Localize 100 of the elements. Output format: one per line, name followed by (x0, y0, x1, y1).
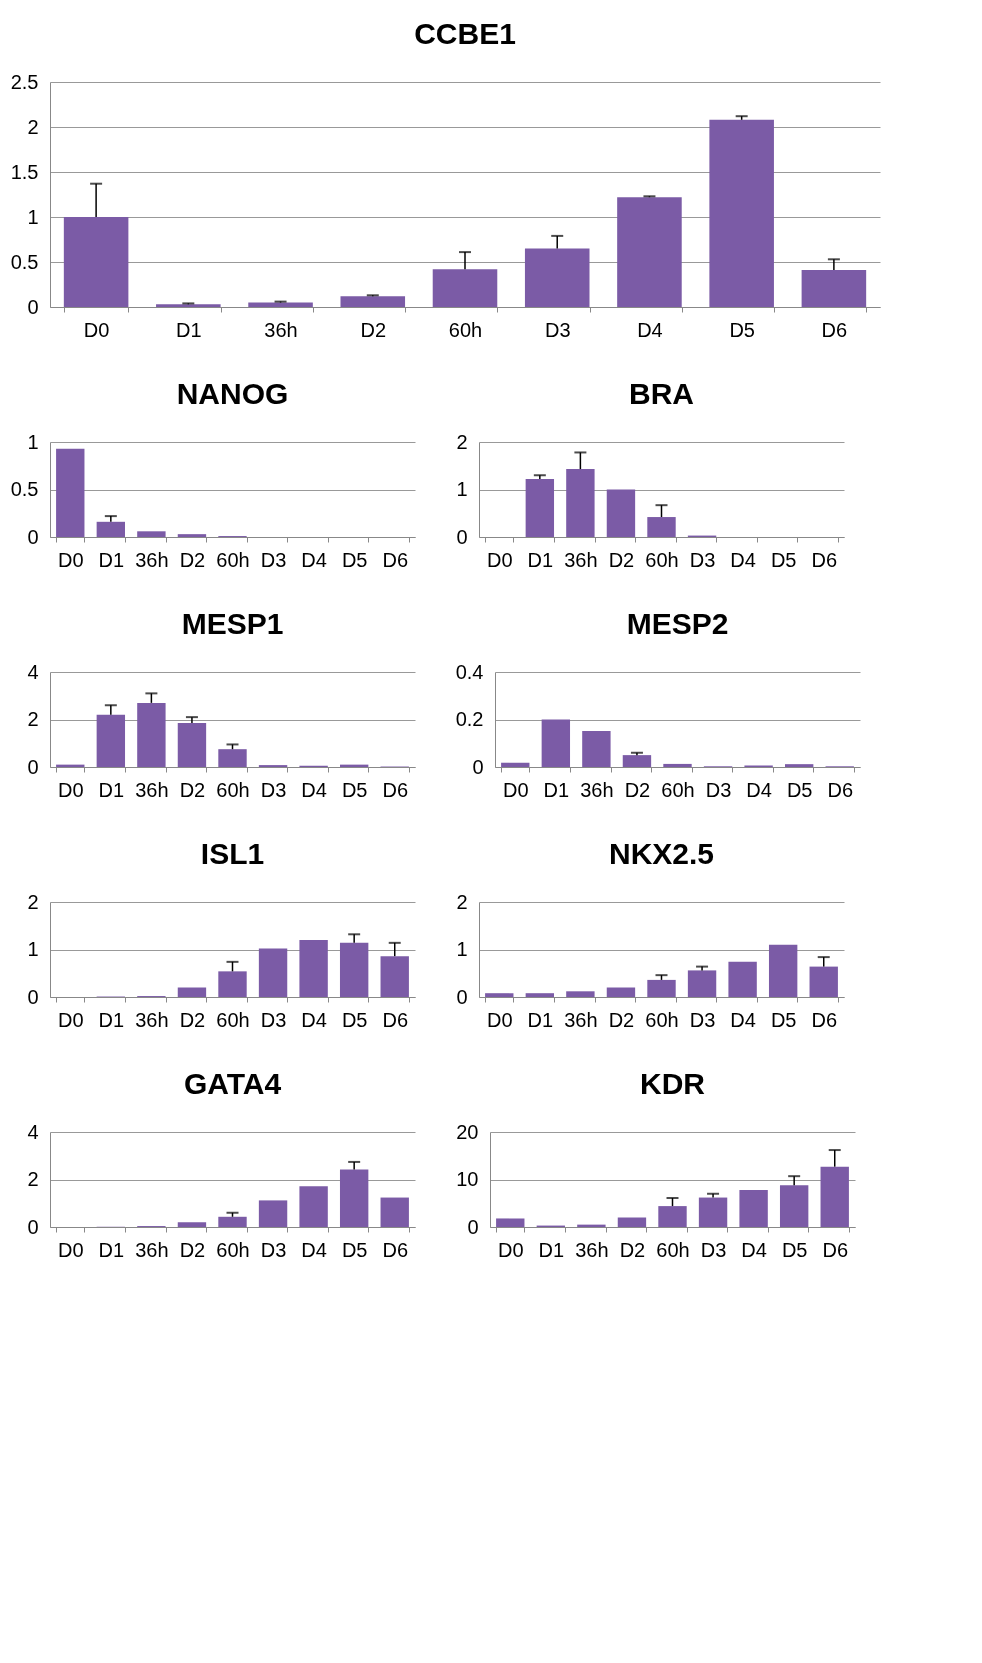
x-tick-label: D6 (822, 1238, 849, 1261)
x-tick-label: D6 (811, 548, 838, 571)
y-tick-label: 2 (27, 115, 39, 138)
y-tick-label: 2 (456, 890, 468, 913)
y-tick-label: 0.2 (455, 708, 484, 730)
y-tick-label: 0 (27, 1215, 39, 1238)
x-tick-label: D2 (179, 548, 206, 571)
x-tick-label: D4 (301, 548, 327, 571)
y-tick-label: 1 (27, 938, 39, 960)
x-tick-label: 36h (135, 778, 169, 801)
bar (218, 1216, 247, 1227)
bar (177, 1222, 207, 1227)
bar (779, 1185, 809, 1227)
x-tick-label: D2 (608, 548, 635, 571)
x-tick-label: D0 (57, 548, 84, 571)
bar (687, 970, 717, 997)
x-tick-label: D3 (260, 548, 287, 571)
bar (485, 993, 514, 997)
bar (566, 469, 595, 537)
bar (258, 948, 288, 997)
x-tick-label: D5 (341, 548, 368, 571)
x-tick-label: D4 (741, 1238, 767, 1261)
y-tick-label: 1 (27, 205, 39, 228)
chart-title: NKX2.5 (608, 837, 715, 870)
x-tick-label: D5 (341, 778, 368, 801)
x-tick-label: D0 (486, 548, 513, 571)
bar (525, 993, 555, 997)
bar (606, 987, 636, 997)
x-tick-label: 60h (645, 1008, 679, 1031)
x-tick-label: D0 (57, 1238, 84, 1261)
bar (96, 521, 126, 537)
x-tick-label: 36h (264, 318, 298, 341)
y-tick-label: 0.5 (10, 478, 39, 500)
x-tick-label: D1 (98, 548, 125, 571)
y-tick-label: 0 (467, 1215, 479, 1238)
x-tick-label: D3 (700, 1238, 727, 1261)
bar (820, 1166, 849, 1227)
x-tick-label: D5 (341, 1238, 368, 1261)
chart-title: KDR (640, 1067, 706, 1100)
bar (339, 1169, 369, 1227)
bar (380, 956, 409, 997)
x-tick-label: D2 (179, 778, 206, 801)
x-tick-label: D3 (260, 1238, 287, 1261)
x-tick-label: D4 (746, 778, 772, 801)
bar (709, 119, 774, 307)
x-tick-label: D2 (608, 1008, 635, 1031)
x-tick-label: 36h (135, 1008, 169, 1031)
bar (56, 448, 85, 537)
y-tick-label: 0 (456, 985, 468, 1008)
y-tick-label: 0 (27, 985, 39, 1008)
bar (566, 991, 595, 997)
bar (698, 1197, 728, 1227)
y-tick-label: 4 (27, 660, 39, 683)
x-tick-label: D4 (301, 1008, 327, 1031)
bar (647, 979, 676, 997)
x-tick-label: 60h (645, 548, 679, 571)
x-tick-label: D3 (705, 778, 732, 801)
bar (739, 1189, 768, 1227)
y-tick-label: 1 (456, 478, 468, 500)
x-tick-label: D5 (341, 1008, 368, 1031)
x-tick-label: 60h (448, 318, 483, 341)
chart-title: BRA (629, 377, 694, 410)
x-tick-label: D6 (382, 778, 409, 801)
x-tick-label: D1 (543, 778, 570, 801)
y-tick-label: 2.5 (10, 70, 39, 93)
x-tick-label: D5 (781, 1238, 808, 1261)
x-tick-label: D0 (502, 778, 529, 801)
bar (663, 763, 692, 767)
y-tick-label: 2 (27, 1168, 39, 1190)
bar (218, 749, 247, 767)
bar (622, 755, 652, 767)
chart-title: CCBE1 (414, 17, 516, 50)
y-tick-label: 0.5 (10, 250, 39, 273)
x-tick-label: D2 (179, 1008, 206, 1031)
x-tick-label: D1 (98, 1238, 125, 1261)
x-tick-label: D1 (527, 1008, 554, 1031)
x-tick-label: D3 (544, 318, 571, 341)
x-tick-label: D0 (486, 1008, 513, 1031)
y-tick-label: 0 (472, 755, 484, 778)
x-tick-label: D6 (382, 1008, 409, 1031)
x-tick-label: D4 (301, 778, 327, 801)
x-tick-label: D2 (619, 1238, 646, 1261)
x-tick-label: D3 (260, 778, 287, 801)
x-tick-label: D6 (821, 318, 848, 341)
chart-title: MESP1 (181, 607, 284, 640)
x-tick-label: 60h (216, 1238, 250, 1261)
bar (801, 270, 867, 307)
x-tick-label: D3 (689, 548, 716, 571)
bar (582, 730, 611, 767)
x-tick-label: D4 (637, 318, 663, 341)
x-tick-label: 60h (656, 1238, 690, 1261)
x-tick-label: D6 (827, 778, 854, 801)
x-tick-label: 36h (135, 1238, 169, 1261)
x-tick-label: D5 (770, 548, 797, 571)
x-tick-label: D5 (729, 318, 755, 341)
x-tick-label: D0 (57, 1008, 84, 1031)
y-tick-label: 0 (27, 755, 39, 778)
y-tick-label: 0 (456, 525, 468, 548)
x-tick-label: 36h (564, 1008, 598, 1031)
x-tick-label: D4 (730, 548, 756, 571)
